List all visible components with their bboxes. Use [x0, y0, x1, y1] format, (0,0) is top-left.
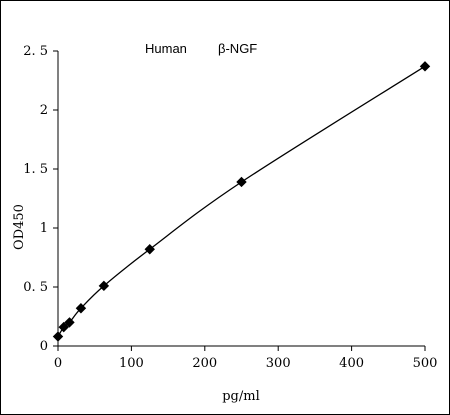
series-curve — [57, 65, 426, 337]
x-tick-label: 100 — [119, 356, 144, 371]
data-point — [52, 331, 64, 342]
chart-title-human: Human — [145, 41, 187, 56]
y-tick-label: 0. 5 — [23, 280, 48, 295]
chart-title-ngf: β-NGF — [218, 41, 257, 56]
y-tick-label: 2 — [40, 103, 48, 118]
data-point — [419, 61, 431, 72]
x-tick-label: 500 — [413, 356, 438, 371]
chart-ticks — [53, 50, 426, 351]
y-tick-label: 2. 5 — [23, 44, 48, 59]
data-point — [144, 244, 155, 255]
x-tick-label: 200 — [192, 356, 217, 371]
x-axis-label: pg/ml — [222, 389, 260, 404]
data-point — [75, 303, 87, 314]
chart-tick-labels: 0 0. 5 1 1. 5 2 2. 5 0 100 200 300 400 500 — [23, 44, 437, 371]
x-tick-label: 400 — [339, 356, 364, 371]
y-axis-label: OD450 — [12, 204, 27, 250]
chart-axes — [57, 51, 425, 347]
data-point — [58, 321, 69, 333]
data-point — [236, 176, 247, 188]
data-point — [98, 280, 110, 292]
series-markers — [52, 61, 431, 342]
x-tick-label: 0 — [54, 356, 62, 371]
y-tick-label: 1. 5 — [23, 162, 48, 177]
data-point — [64, 317, 75, 328]
y-tick-label: 1 — [40, 221, 48, 236]
x-tick-label: 300 — [266, 356, 291, 371]
y-tick-label: 0 — [40, 339, 48, 354]
